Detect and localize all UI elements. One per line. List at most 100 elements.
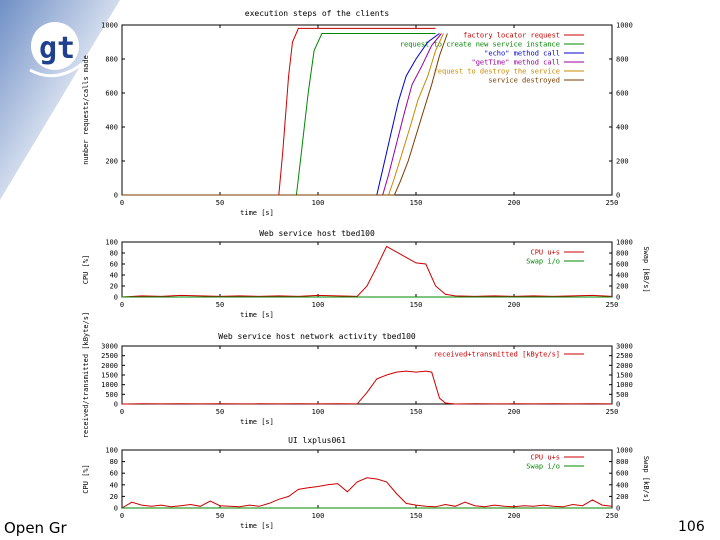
y-tick-label: 500 [105,391,118,399]
series-line-6 [122,33,448,196]
y-tick-label: 100 [105,447,118,455]
y-tick-label: 0 [114,505,118,513]
x-tick-label: 150 [410,408,423,416]
y-tick-label: 40 [110,272,118,280]
y2-tick-label: 2500 [616,352,633,360]
x-tick-label: 50 [216,199,224,207]
y-tick-label: 20 [110,283,118,291]
x-tick-label: 250 [606,512,619,520]
y2-tick-label: 0 [616,192,620,200]
x-tick-label: 250 [606,408,619,416]
y2-tick-label: 1000 [616,447,633,455]
x-axis-label: time [s] [240,209,274,217]
x-tick-label: 200 [508,408,521,416]
page-number: 106 [678,519,705,535]
y2-tick-label: 400 [616,124,629,132]
y-axis-label: received/transmitted [kByte/s] [82,312,90,438]
x-tick-label: 150 [410,301,423,309]
y2-tick-label: 800 [616,56,629,64]
y-tick-label: 60 [110,470,118,478]
y-tick-label: 1000 [101,381,118,389]
y2-tick-label: 3000 [616,343,633,351]
y2-tick-label: 400 [616,272,629,280]
y2-tick-label: 2000 [616,362,633,370]
y-tick-label: 20 [110,493,118,501]
y-tick-label: 800 [105,56,118,64]
legend-label: received+transmitted [kByte/s] [434,351,560,359]
x-tick-label: 50 [216,301,224,309]
y-tick-label: 1500 [101,372,118,380]
legend-label: factory locator request [463,32,560,40]
series-line-1 [121,477,613,509]
x-tick-label: 150 [410,199,423,207]
x-tick-label: 200 [508,512,521,520]
legend-label: "echo" method call [484,50,560,58]
globus-logo-icon: gt [29,22,83,78]
x-tick-label: 200 [508,301,521,309]
y2-tick-label: 500 [616,391,629,399]
y-tick-label: 0 [114,294,118,302]
series-line-5 [122,33,444,196]
x-tick-label: 100 [312,512,325,520]
y2-tick-label: 200 [616,283,629,291]
y2-tick-label: 0 [616,505,620,513]
legend-label: request to create new service instance [400,41,560,49]
y2-tick-label: 200 [616,158,629,166]
x-tick-label: 150 [410,512,423,520]
x-tick-label: 0 [120,512,124,520]
legend-label: Swap i/o [526,463,560,471]
y2-tick-label: 1000 [616,22,633,30]
x-tick-label: 0 [120,408,124,416]
x-tick-label: 50 [216,512,224,520]
y-tick-label: 40 [110,481,118,489]
y-tick-label: 1000 [101,22,118,30]
series-line-4 [122,33,442,196]
legend-label: Swap i/o [526,258,560,266]
y2-tick-label: 600 [616,261,629,269]
y2-tick-label: 200 [616,493,629,501]
corner-fade [0,0,120,200]
logo-text: gt [39,31,75,66]
x-tick-label: 100 [312,408,325,416]
y2-tick-label: 800 [616,250,629,258]
y-tick-label: 200 [105,158,118,166]
y-tick-label: 3000 [101,343,118,351]
y-tick-label: 60 [110,261,118,269]
y-axis-label: CPU [%] [82,255,90,285]
y2-axis-label: Swap [kB/s] [642,456,650,502]
y-axis-label: CPU [%] [82,464,90,494]
chart-title: UI lxplus061 [288,436,346,445]
chart-1: execution steps of the clients 0 50 100 150 2… [82,9,633,217]
x-tick-label: 0 [120,301,124,309]
y-tick-label: 100 [105,239,118,247]
y-tick-label: 600 [105,90,118,98]
chart-3: Web service host network activity tbed10… [82,312,633,438]
y2-tick-label: 0 [616,294,620,302]
series-line-1 [121,245,613,298]
legend-label: "getTime" method call [471,59,560,67]
y-tick-label: 80 [110,458,118,466]
y-tick-label: 0 [114,192,118,200]
y2-tick-label: 1000 [616,381,633,389]
y-tick-label: 80 [110,250,118,258]
legend-label: CPU u+s [530,454,560,462]
x-tick-label: 100 [312,301,325,309]
x-tick-label: 0 [120,199,124,207]
y2-tick-label: 1000 [616,239,633,247]
legend-label: CPU u+s [530,249,560,257]
x-tick-label: 250 [606,301,619,309]
series-line-1 [122,27,436,196]
x-tick-label: 100 [312,199,325,207]
y2-tick-label: 600 [616,90,629,98]
chart-4: UI lxplus061 0 50 100 150 200 250 time [s] 0 20 40… [82,436,650,530]
y2-tick-label: 400 [616,481,629,489]
y2-tick-label: 0 [616,401,620,409]
chart-title: Web service host network activity tbed10… [218,332,416,341]
y2-tick-label: 1500 [616,372,633,380]
x-tick-label: 200 [508,199,521,207]
legend-label: service destroyed [488,77,560,85]
y-tick-label: 2000 [101,362,118,370]
x-tick-label: 250 [606,199,619,207]
